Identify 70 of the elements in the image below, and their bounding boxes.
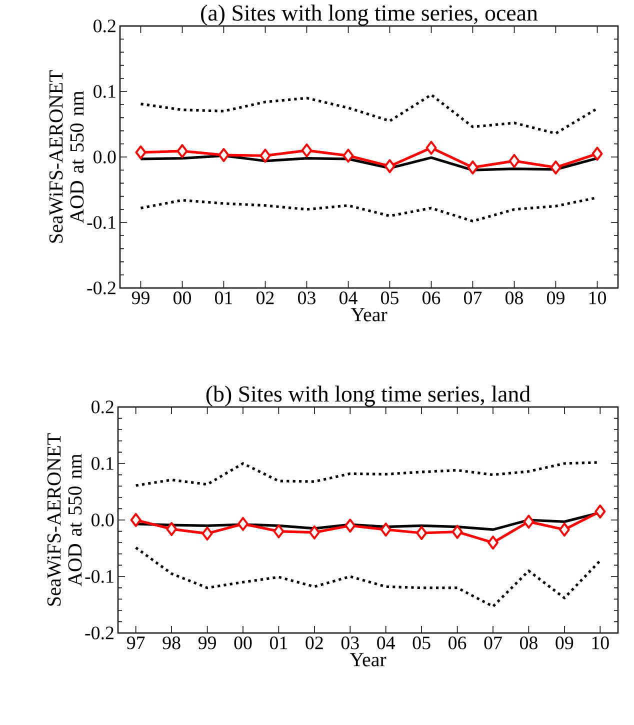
x-tick-label: 05 bbox=[412, 636, 430, 650]
point bbox=[380, 522, 392, 537]
chart-title: (b) Sites with long time series, land bbox=[206, 386, 530, 407]
point bbox=[426, 140, 437, 155]
x-tick-label: 08 bbox=[520, 636, 538, 650]
point bbox=[508, 154, 520, 168]
point bbox=[594, 504, 606, 519]
point bbox=[467, 160, 478, 174]
x-tick-label: 09 bbox=[547, 292, 564, 304]
point bbox=[550, 160, 562, 174]
x-axis-title: Year bbox=[350, 308, 388, 322]
y-tick-label: -0.1 bbox=[87, 216, 116, 229]
x-axis-title: Year bbox=[350, 653, 386, 666]
x-tick-label: 04 bbox=[340, 292, 358, 304]
chart-title: (a) Sites with long time series, ocean bbox=[201, 4, 538, 26]
point bbox=[130, 512, 142, 527]
x-tick-label: 00 bbox=[234, 636, 252, 650]
y-tick-label: 0.1 bbox=[94, 85, 116, 98]
point bbox=[238, 516, 248, 531]
y-tick-label: -0.2 bbox=[87, 282, 116, 294]
x-tick-label: 01 bbox=[270, 636, 288, 650]
line-series bbox=[139, 93, 599, 135]
y-tick-label: 0.1 bbox=[92, 457, 114, 470]
x-tick-label: 97 bbox=[127, 636, 145, 650]
point bbox=[523, 514, 534, 529]
point bbox=[301, 143, 312, 158]
x-tick-label: 08 bbox=[506, 292, 523, 304]
point bbox=[558, 522, 570, 537]
x-tick-label: 02 bbox=[306, 636, 323, 650]
point bbox=[176, 144, 188, 158]
point bbox=[218, 148, 230, 162]
y-tick-label: 0.2 bbox=[92, 400, 114, 414]
x-tick-label: 10 bbox=[589, 292, 606, 304]
point bbox=[592, 146, 603, 161]
point bbox=[308, 525, 320, 540]
point bbox=[488, 536, 498, 550]
x-tick-label: 99 bbox=[132, 292, 150, 304]
y-tick-label: 0.2 bbox=[94, 20, 116, 32]
x-tick-label: 04 bbox=[377, 636, 396, 650]
x-tick-label: 03 bbox=[341, 636, 359, 650]
point bbox=[416, 526, 428, 540]
point bbox=[344, 518, 356, 533]
point bbox=[273, 524, 284, 538]
line-series bbox=[134, 546, 602, 608]
x-tick-label: 02 bbox=[256, 292, 274, 304]
y-tick-label: -0.2 bbox=[85, 626, 114, 640]
x-tick-label: 99 bbox=[198, 636, 216, 650]
y-axis-title: SeaWiFS-AERONET AOD at 550 nm bbox=[47, 433, 82, 606]
x-tick-label: 01 bbox=[215, 292, 232, 304]
y-tick-label: 0.0 bbox=[92, 514, 114, 526]
x-tick-label: 03 bbox=[298, 292, 316, 304]
point bbox=[384, 159, 396, 174]
x-tick-label: 00 bbox=[174, 292, 191, 304]
x-tick-label: 07 bbox=[484, 636, 502, 650]
x-tick-label: 10 bbox=[592, 636, 609, 650]
point bbox=[260, 148, 271, 163]
y-axis-title: SeaWiFS-AERONET AOD at 550 nm bbox=[49, 70, 84, 243]
point bbox=[202, 526, 213, 541]
x-tick-label: 06 bbox=[448, 636, 466, 650]
x-tick-label: 06 bbox=[422, 292, 440, 304]
x-tick-label: 98 bbox=[162, 636, 180, 650]
x-tick-label: 07 bbox=[464, 292, 482, 304]
point bbox=[342, 148, 354, 163]
x-tick-label: 09 bbox=[556, 636, 574, 650]
point bbox=[166, 522, 178, 536]
y-tick-label: 0.0 bbox=[94, 150, 116, 164]
x-tick-label: 05 bbox=[381, 292, 398, 304]
y-tick-label: -0.1 bbox=[85, 570, 114, 583]
point bbox=[135, 145, 146, 160]
point bbox=[452, 524, 463, 539]
